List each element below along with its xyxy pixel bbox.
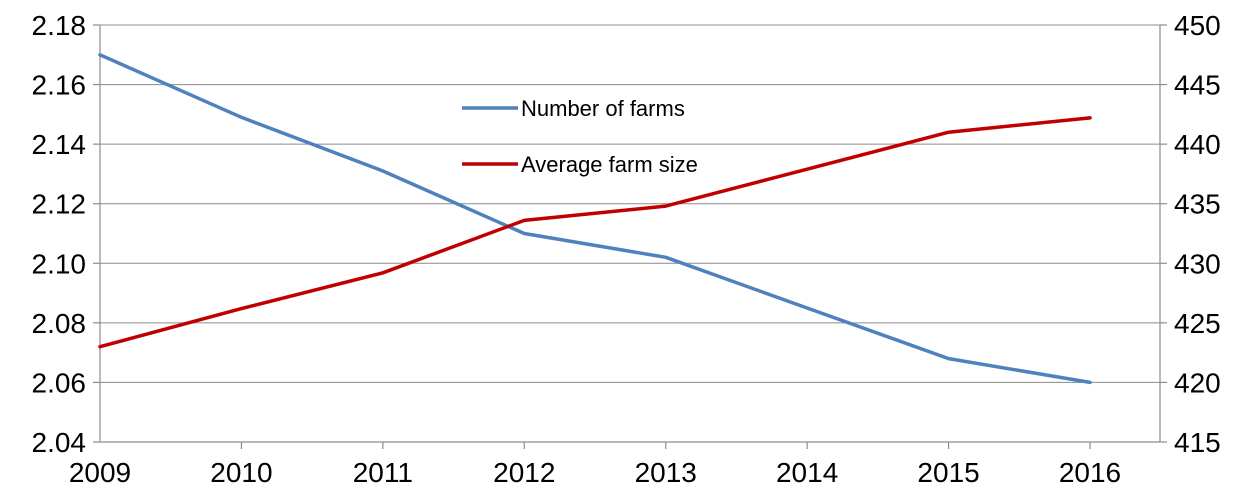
x-tick-label: 2009 bbox=[69, 457, 131, 488]
x-tick-label: 2011 bbox=[353, 457, 413, 488]
left-tick-label: 2.10 bbox=[32, 248, 87, 279]
series-line-2 bbox=[98, 116, 1092, 349]
series-lines bbox=[98, 53, 1092, 385]
right-tick-label: 420 bbox=[1174, 367, 1221, 398]
x-tick-label: 2010 bbox=[210, 457, 272, 488]
right-axis-tick-labels: 415 420 425 430 435 440 445 450 bbox=[1174, 10, 1221, 458]
right-tick-label: 450 bbox=[1174, 10, 1221, 41]
left-tick-label: 2.18 bbox=[32, 10, 87, 41]
left-tick-label: 2.12 bbox=[32, 189, 87, 220]
left-tick-label: 2.08 bbox=[32, 308, 87, 339]
right-tick-label: 445 bbox=[1174, 70, 1221, 101]
series-line-1 bbox=[98, 53, 1092, 385]
right-tick-label: 435 bbox=[1174, 189, 1221, 220]
left-tick-label: 2.04 bbox=[32, 427, 87, 458]
right-tick-label: 425 bbox=[1174, 308, 1221, 339]
right-tick-label: 415 bbox=[1174, 427, 1221, 458]
left-axis-tick-labels: 2.04 2.06 2.08 2.10 2.12 2.14 2.16 2.18 bbox=[32, 10, 87, 458]
x-tick-label: 2013 bbox=[635, 457, 697, 488]
legend-label: Average farm size bbox=[521, 152, 698, 177]
x-tick-label: 2016 bbox=[1059, 457, 1121, 488]
left-tick-label: 2.16 bbox=[32, 70, 87, 101]
axes bbox=[93, 24, 1167, 449]
x-tick-label: 2012 bbox=[493, 457, 555, 488]
x-tick-label: 2015 bbox=[917, 457, 979, 488]
legend: Number of farms Average farm size bbox=[462, 96, 698, 177]
legend-label: Number of farms bbox=[521, 96, 685, 121]
right-tick-label: 440 bbox=[1174, 129, 1221, 160]
left-tick-label: 2.06 bbox=[32, 367, 87, 398]
right-tick-label: 430 bbox=[1174, 248, 1221, 279]
x-tick-label: 2014 bbox=[776, 457, 838, 488]
left-tick-label: 2.14 bbox=[32, 129, 87, 160]
x-axis-tick-labels: 2009 2010 2011 2012 2013 2014 2015 2016 bbox=[69, 457, 1121, 488]
gridlines bbox=[100, 24, 1160, 383]
